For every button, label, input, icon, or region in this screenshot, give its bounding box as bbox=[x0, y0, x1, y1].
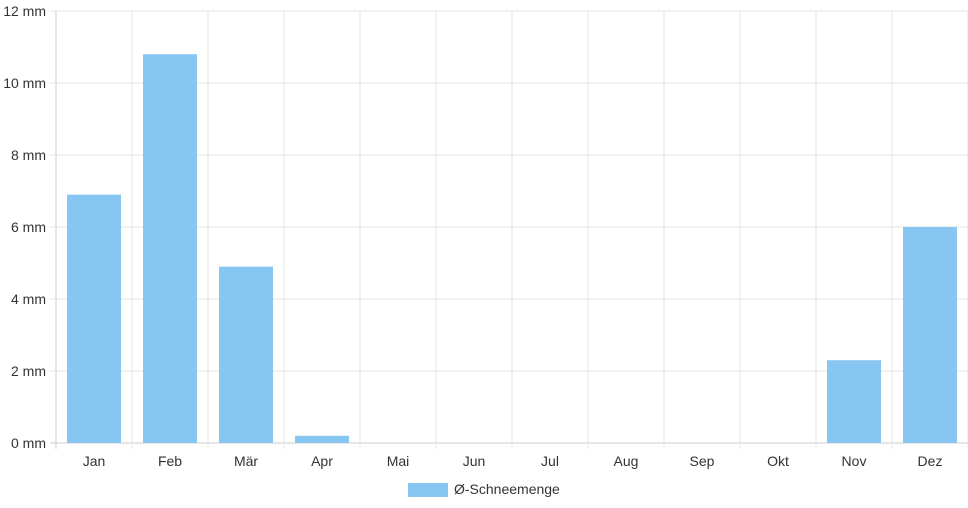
bar-jan[interactable] bbox=[67, 194, 121, 443]
x-tick-label: Mai bbox=[387, 453, 410, 469]
x-tick-label: Mär bbox=[234, 453, 258, 469]
legend[interactable]: Ø-Schneemenge bbox=[408, 481, 560, 497]
bar-nov[interactable] bbox=[827, 360, 881, 443]
y-tick-label: 4 mm bbox=[11, 291, 46, 307]
bar-mär[interactable] bbox=[219, 266, 273, 443]
bar-layer bbox=[67, 54, 957, 443]
grid-layer bbox=[50, 10, 968, 449]
x-tick-label: Apr bbox=[311, 453, 333, 469]
x-tick-label: Aug bbox=[614, 453, 639, 469]
y-tick-label: 6 mm bbox=[11, 219, 46, 235]
x-tick-label: Sep bbox=[690, 453, 715, 469]
x-tick-label: Jun bbox=[463, 453, 486, 469]
legend-swatch[interactable] bbox=[408, 483, 448, 497]
x-tick-label: Jul bbox=[541, 453, 559, 469]
x-tick-label: Feb bbox=[158, 453, 182, 469]
x-tick-label: Okt bbox=[767, 453, 789, 469]
x-tick-label: Nov bbox=[842, 453, 867, 469]
y-tick-label: 8 mm bbox=[11, 147, 46, 163]
y-tick-label: 0 mm bbox=[11, 435, 46, 451]
y-tick-label: 10 mm bbox=[3, 75, 46, 91]
x-tick-label: Jan bbox=[83, 453, 106, 469]
y-tick-label: 12 mm bbox=[3, 3, 46, 19]
legend-label[interactable]: Ø-Schneemenge bbox=[454, 481, 560, 497]
bar-feb[interactable] bbox=[143, 54, 197, 443]
bar-dez[interactable] bbox=[903, 227, 957, 443]
axis-layer: 0 mm 2 mm 4 mm 6 mm 8 mm 10 mm 12 mm Jan Feb Mär A… bbox=[3, 3, 942, 469]
y-tick-label: 2 mm bbox=[11, 363, 46, 379]
bar-apr[interactable] bbox=[295, 435, 349, 443]
x-tick-label: Dez bbox=[918, 453, 943, 469]
